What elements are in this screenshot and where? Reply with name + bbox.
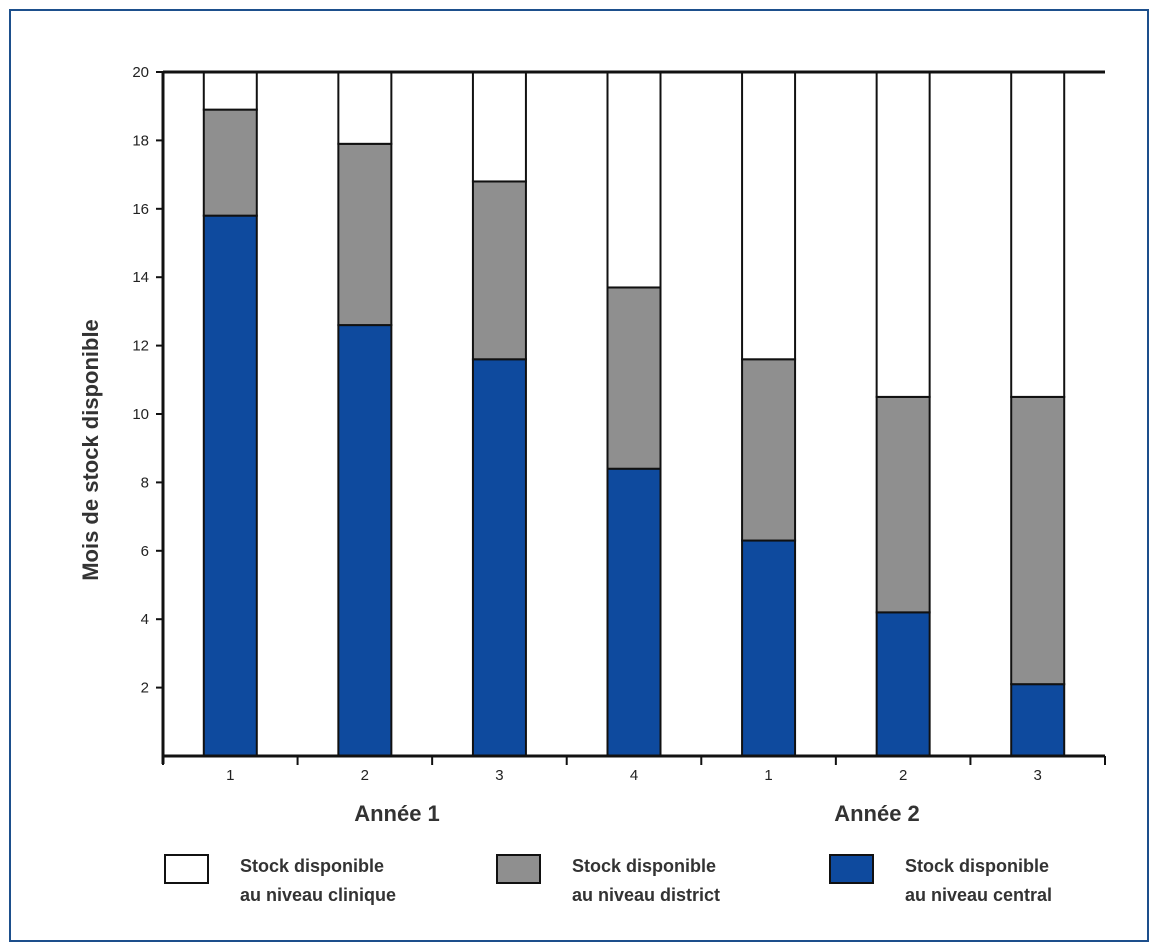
legend-label: Stock disponible [572,856,716,876]
bar-segment [202,108,258,217]
group-labels: Année 1 Année 2 [354,801,920,826]
bar-segment [337,142,393,327]
x-tick-label: 1 [226,767,234,784]
y-axis-label: Mois de stock disponible [78,319,103,581]
y-tick-label: 20 [132,64,149,81]
x-tick-label: 1 [764,767,772,784]
group-label: Année 2 [834,801,920,826]
legend-swatch [164,854,209,884]
y-tick-label: 10 [132,406,149,423]
group-label: Année 1 [354,801,440,826]
bar-segment [741,358,797,542]
bar-segment [606,71,662,289]
bar-segment [875,71,931,398]
x-tick-label: 2 [899,767,907,784]
bar-segment [606,467,662,757]
legend-label: Stock disponible [240,856,384,876]
bar-segment [741,539,797,757]
bar-segment [337,71,393,145]
bar-segment [337,324,393,757]
y-tick-label: 6 [141,543,149,560]
y-tick-label: 8 [141,474,149,491]
bar-segment [202,214,258,757]
x-tick-label: 4 [630,767,638,784]
legend-label: au niveau district [572,885,720,905]
bar-segment [202,71,258,111]
bar-segment [471,358,527,757]
y-tick-label: 4 [141,611,149,628]
bar-segment [1010,395,1066,686]
y-tick-label: 16 [132,201,149,218]
x-tick-label: 3 [495,767,503,784]
bar-segment [875,611,931,757]
y-tick-label: 12 [132,338,149,355]
x-tick-label: 2 [361,767,369,784]
bar-segment [741,71,797,361]
legend-swatch [496,854,541,884]
bar-segment [606,286,662,470]
bar-segment [1010,71,1066,398]
y-tick-label: 14 [132,269,149,286]
legend-label: au niveau clinique [240,885,396,905]
legend: Stock disponible au niveau clinique Stock … [164,854,1052,905]
bar-segment [471,71,527,183]
legend-swatch [829,854,874,884]
legend-label: au niveau central [905,885,1052,905]
y-tick-label: 18 [132,132,149,149]
y-tick-label: 2 [141,680,149,697]
legend-label: Stock disponible [905,856,1049,876]
plot-area [202,71,1066,757]
bar-segment [1010,683,1066,757]
chart-frame [9,9,1149,942]
bar-segment [471,180,527,361]
x-tick-label: 3 [1034,767,1042,784]
bar-segment [875,395,931,614]
